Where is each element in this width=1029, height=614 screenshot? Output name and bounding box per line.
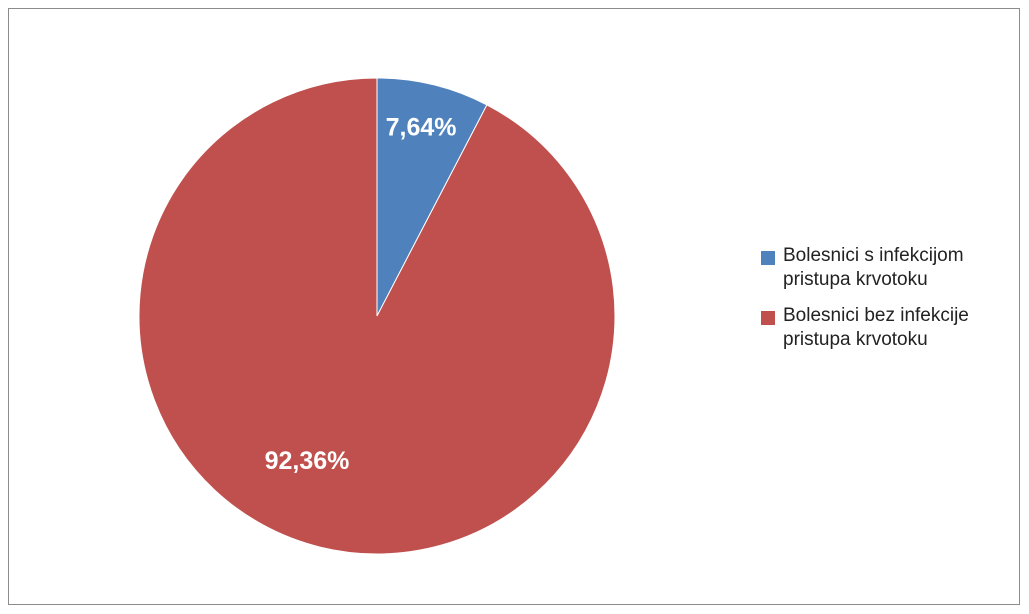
pie-chart: 7,64% 92,36% (138, 77, 616, 555)
legend-label: Bolesnici bez infekcije pristupa krvotok… (783, 305, 969, 350)
legend: Bolesnici s infekcijom pristupa krvotoku… (761, 244, 1021, 364)
data-label-0: 7,64% (386, 114, 457, 142)
legend-swatch-red (761, 311, 775, 325)
chart-area: 7,64% 92,36% Bolesnici s infekcijom prist… (8, 8, 1020, 605)
legend-swatch-blue (761, 251, 775, 265)
legend-label: Bolesnici s infekcijom pristupa krvotoku (783, 245, 964, 290)
pie-slice-1 (138, 77, 616, 555)
legend-item-with-infection: Bolesnici s infekcijom pristupa krvotoku (761, 244, 1021, 292)
data-label-1: 92,36% (265, 447, 350, 475)
pie-slice-0 (376, 77, 488, 317)
legend-item-without-infection: Bolesnici bez infekcije pristupa krvotok… (761, 304, 1021, 352)
